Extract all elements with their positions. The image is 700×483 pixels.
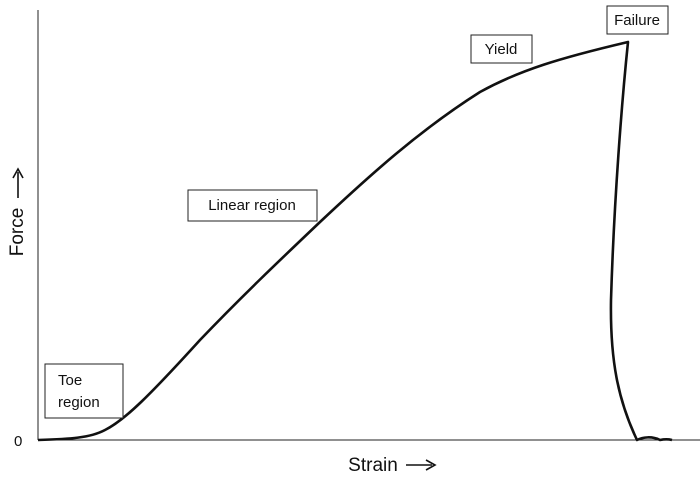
toe-label: region [58, 394, 100, 411]
yield-box [470, 34, 533, 64]
y-arrow [12, 167, 24, 198]
toe-box [44, 363, 124, 419]
origin-label: 0 [14, 433, 22, 450]
linear-label: Linear region [208, 197, 296, 214]
x-axis-title: Strain [348, 455, 398, 476]
y-axis-title: Force [7, 208, 28, 257]
failure-box [606, 5, 669, 35]
x-arrow [406, 459, 437, 471]
force-strain-curve [37, 40, 673, 442]
linear-box [187, 189, 318, 222]
toe-label: Toe [58, 372, 82, 389]
failure-label: Failure [614, 12, 660, 29]
yield-label: Yield [485, 41, 518, 58]
